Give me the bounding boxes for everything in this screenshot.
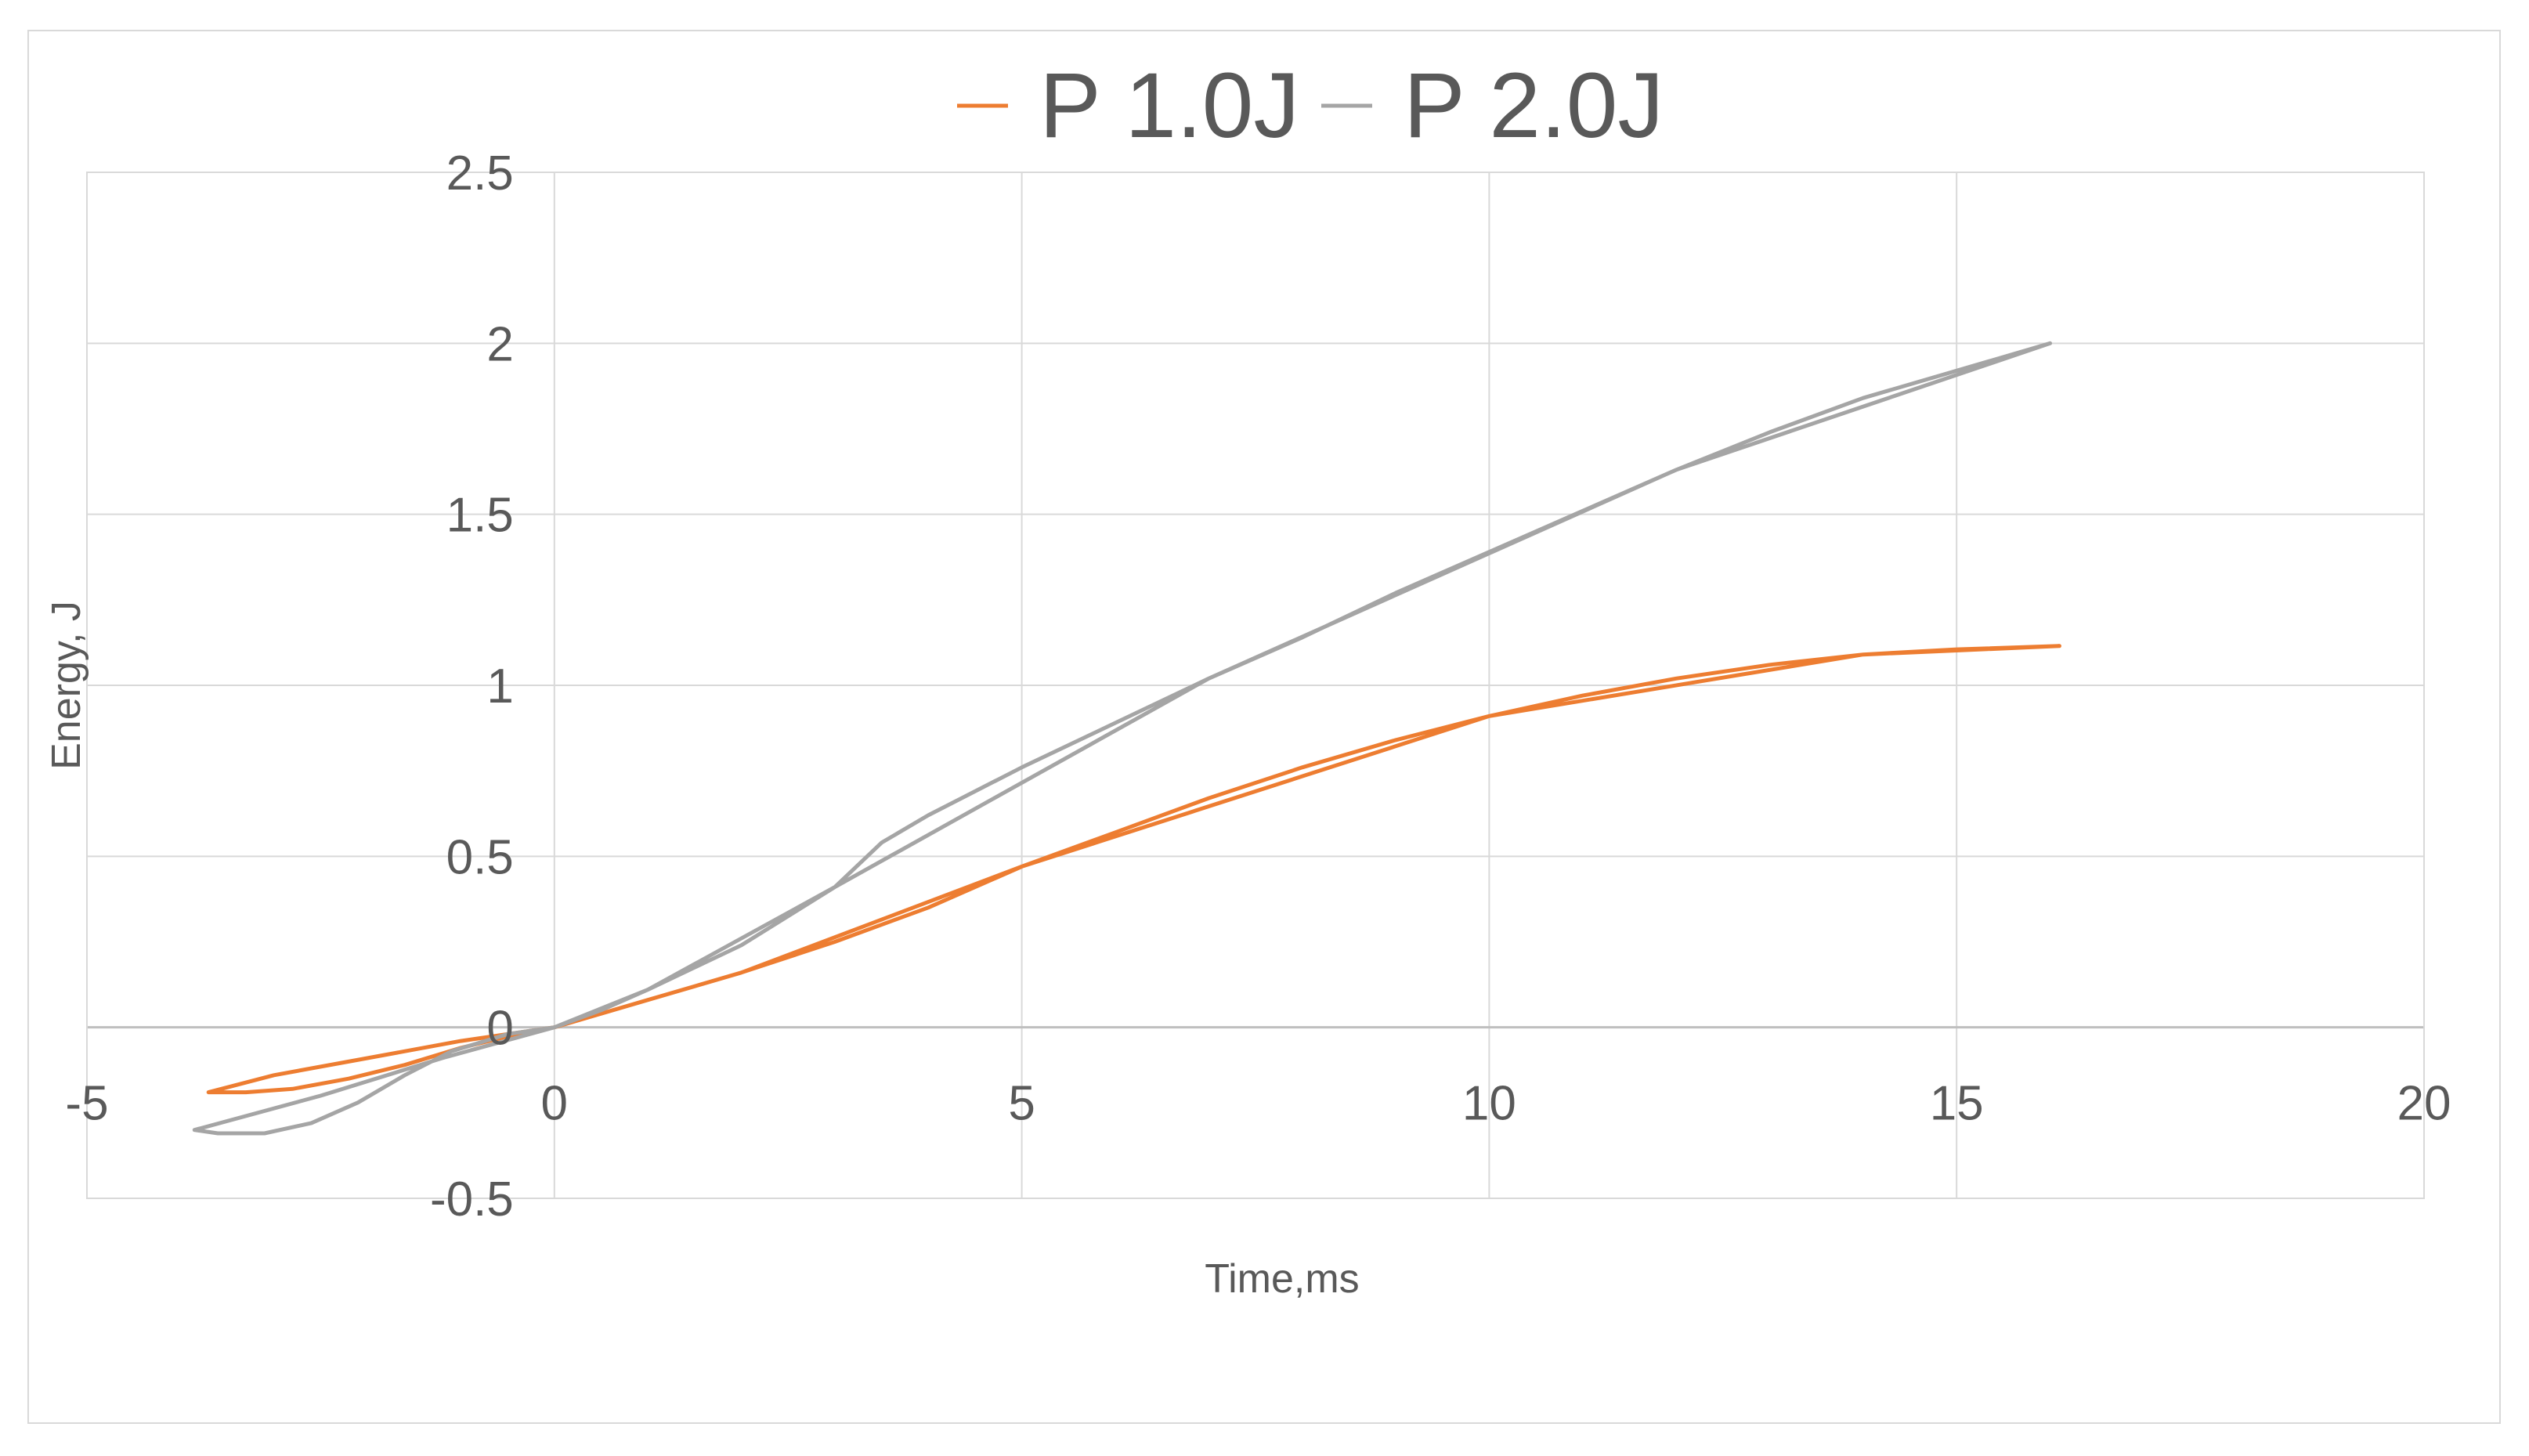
x-axis-title: Time,ms <box>1205 1256 1359 1302</box>
y-tick-label: 2 <box>486 317 513 371</box>
x-tick-label: -5 <box>65 1077 108 1131</box>
y-tick-label: 1.5 <box>446 489 514 543</box>
x-tick-label: 0 <box>541 1077 568 1131</box>
x-tick-label: 15 <box>1930 1077 1984 1131</box>
plot-frame <box>86 172 2425 1199</box>
x-axis-tick-labels: -5 0 5 10 15 20 <box>65 1077 2451 1131</box>
y-tick-label: 0 <box>486 1002 513 1056</box>
legend: P 1.0J P 2.0J <box>957 54 1664 157</box>
chart-svg: -5 0 5 10 15 20 -0.5 0 0.5 1 1.5 2 2.5 Time,ms Ener… <box>44 54 2451 1302</box>
legend-label-1: P 1.0J <box>1039 54 1299 157</box>
y-tick-label: -0.5 <box>430 1172 514 1227</box>
x-tick-label: 20 <box>2397 1077 2451 1131</box>
series-line-2 <box>192 341 2053 1136</box>
legend-label-2: P 2.0J <box>1404 54 1664 157</box>
x-tick-label: 5 <box>1008 1077 1035 1131</box>
x-tick-label: 10 <box>1462 1077 1516 1131</box>
y-tick-label: 0.5 <box>446 830 514 884</box>
plot-area <box>86 172 2425 1199</box>
y-axis-title: Energy, J <box>44 601 89 770</box>
y-tick-label: 2.5 <box>446 146 514 201</box>
y-tick-label: 1 <box>486 659 513 714</box>
chart-area: -5 0 5 10 15 20 -0.5 0 0.5 1 1.5 2 2.5 Time,ms Ener… <box>27 30 2501 1424</box>
series-lines <box>192 341 2061 1136</box>
y-axis-tick-labels: -0.5 0 0.5 1 1.5 2 2.5 <box>430 146 514 1227</box>
